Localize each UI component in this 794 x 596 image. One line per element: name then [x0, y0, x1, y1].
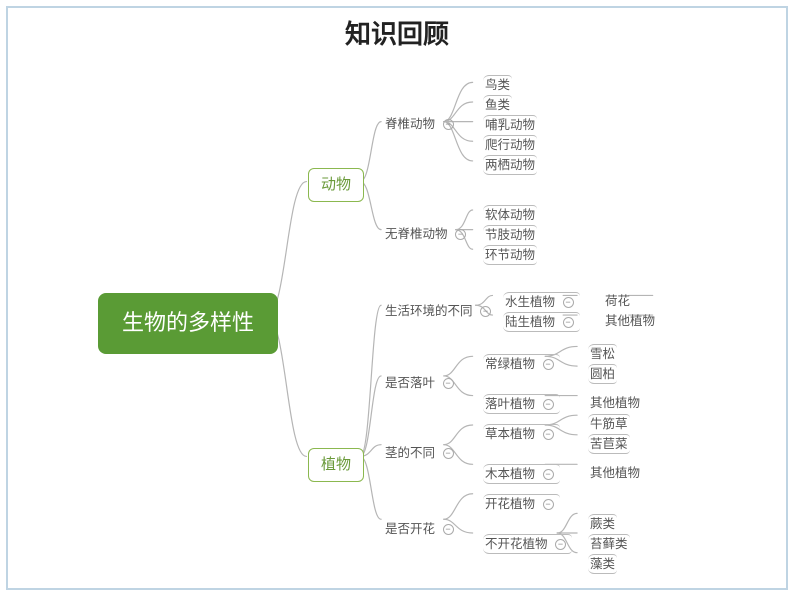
flower-node: 是否开花 − [383, 520, 460, 538]
cedar-leaf: 雪松 [588, 344, 617, 363]
invertebrate-label: 无脊椎动物 [385, 227, 448, 241]
collapse-icon[interactable]: − [543, 359, 554, 370]
flowering-node: 开花植物 − [483, 494, 560, 513]
leaf-fish: 鱼类 [483, 95, 512, 114]
leaf-mollusk: 软体动物 [483, 205, 537, 224]
evergreen-node: 常绿植物 − [483, 354, 560, 373]
env-label: 生活环境的不同 [385, 304, 473, 318]
other-plant-1: 其他植物 [603, 312, 657, 330]
deciduous-node: 落叶植物 − [483, 394, 560, 414]
other-plant-2: 其他植物 [588, 394, 642, 412]
leaf-annelid: 环节动物 [483, 245, 537, 265]
invertebrate-node: 无脊椎动物 − [383, 225, 472, 243]
mind-map-canvas: 生物的多样性 动物 植物 脊椎动物 − 无脊椎动物 − 鸟类 鱼类 哺乳动物 爬… [8, 48, 786, 588]
page-title: 知识回顾 [8, 8, 786, 51]
leaf-arthropod: 节肢动物 [483, 225, 537, 244]
collapse-icon[interactable]: − [480, 306, 491, 317]
leafdrop-label: 是否落叶 [385, 376, 435, 390]
root-node: 生物的多样性 [98, 293, 278, 354]
aquatic-node: 水生植物 − [503, 292, 580, 311]
leaf-bird: 鸟类 [483, 75, 512, 94]
terrestrial-label: 陆生植物 [505, 315, 555, 329]
leaf-amphibian: 两栖动物 [483, 155, 537, 175]
collapse-icon[interactable]: − [443, 524, 454, 535]
stem-node: 茎的不同 − [383, 444, 460, 462]
flower-label: 是否开花 [385, 522, 435, 536]
animal-node: 动物 [308, 168, 364, 202]
vertebrate-label: 脊椎动物 [385, 117, 435, 131]
slide-frame: 知识回顾 [6, 6, 788, 590]
flowering-label: 开花植物 [485, 497, 535, 511]
herb-label: 草本植物 [485, 427, 535, 441]
aquatic-label: 水生植物 [505, 295, 555, 309]
other-plant-3: 其他植物 [588, 464, 642, 482]
collapse-icon[interactable]: − [543, 399, 554, 410]
lotus-leaf: 荷花 [603, 292, 632, 310]
leafdrop-node: 是否落叶 − [383, 374, 460, 392]
goosegrass-leaf: 牛筋草 [588, 414, 630, 433]
collapse-icon[interactable]: − [455, 229, 466, 240]
vertebrate-node: 脊椎动物 − [383, 115, 460, 133]
collapse-icon[interactable]: − [555, 539, 566, 550]
collapse-icon[interactable]: − [543, 469, 554, 480]
collapse-icon[interactable]: − [563, 297, 574, 308]
moss-leaf: 苔藓类 [588, 534, 630, 553]
env-node: 生活环境的不同 − [383, 302, 497, 320]
collapse-icon[interactable]: − [563, 317, 574, 328]
deciduous-label: 落叶植物 [485, 397, 535, 411]
herb-node: 草本植物 − [483, 424, 560, 443]
fern-leaf: 蕨类 [588, 514, 617, 533]
collapse-icon[interactable]: − [443, 448, 454, 459]
algae-leaf: 藻类 [588, 554, 617, 574]
evergreen-label: 常绿植物 [485, 357, 535, 371]
nonflowering-label: 不开花植物 [485, 537, 548, 551]
collapse-icon[interactable]: − [543, 429, 554, 440]
collapse-icon[interactable]: − [443, 378, 454, 389]
terrestrial-node: 陆生植物 − [503, 312, 580, 332]
woody-label: 木本植物 [485, 467, 535, 481]
collapse-icon[interactable]: − [543, 499, 554, 510]
sowthistle-leaf: 苦苣菜 [588, 434, 630, 454]
leaf-mammal: 哺乳动物 [483, 115, 537, 134]
plant-node: 植物 [308, 448, 364, 482]
stem-label: 茎的不同 [385, 446, 435, 460]
nonflowering-node: 不开花植物 − [483, 534, 572, 554]
woody-node: 木本植物 − [483, 464, 560, 484]
cypress-leaf: 圆柏 [588, 364, 617, 384]
collapse-icon[interactable]: − [443, 119, 454, 130]
leaf-reptile: 爬行动物 [483, 135, 537, 154]
